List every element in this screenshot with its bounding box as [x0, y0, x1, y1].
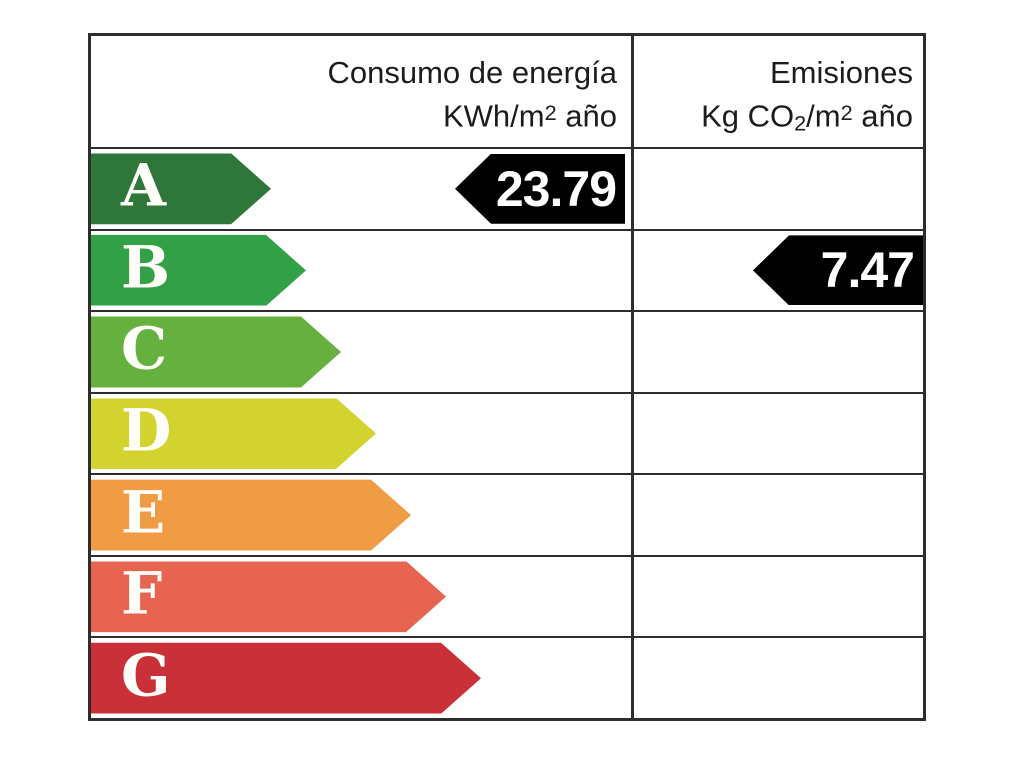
header-emissions-title: Emisiones: [770, 55, 913, 90]
header-emissions-unit: Kg CO2/m2 año: [634, 93, 913, 143]
rating-letter: C: [121, 314, 168, 383]
rating-row-B: B 7.47: [91, 228, 923, 311]
rating-arrow-G: G: [91, 643, 481, 714]
rating-arrow-D: D: [91, 398, 376, 469]
rating-row-C: C: [91, 310, 923, 392]
emissions-value: 7.47: [820, 242, 915, 299]
header-consumption-unit-rest: año: [556, 98, 617, 134]
rating-row-E: E: [91, 473, 923, 555]
rating-arrow-B: B: [91, 235, 306, 306]
rating-arrow-A: A: [91, 153, 271, 224]
rating-arrow-F: F: [91, 561, 446, 632]
rating-letter: F: [121, 559, 163, 628]
rating-arrow-C: C: [91, 316, 341, 387]
header-consumption-unit-sup: 2: [544, 100, 557, 125]
rating-arrow-E: E: [91, 480, 411, 551]
header-emissions-unit-pre: Kg CO: [701, 98, 795, 134]
rating-row-D: D: [91, 391, 923, 474]
rating-row-G: G: [91, 636, 923, 718]
header-emissions-unit-rest: año: [852, 98, 913, 134]
header-emissions-unit-sub: 2: [794, 110, 807, 136]
table-header-row: Consumo de energía KWh/m2 año Emisiones …: [91, 36, 923, 149]
emissions-value-arrow: 7.47: [753, 235, 923, 306]
consumption-value: 23.79: [495, 160, 617, 217]
energy-rating-table: Consumo de energía KWh/m2 año Emisiones …: [88, 33, 926, 721]
consumption-value-arrow: 23.79: [455, 153, 625, 224]
rating-letter: B: [121, 233, 171, 302]
header-emissions-unit-mid: /m: [806, 98, 841, 134]
header-consumption-unit: KWh/m2 año: [91, 93, 617, 137]
rating-letter: D: [121, 396, 172, 465]
rating-rows: A 23.79 B 7.47 C D E F G: [91, 149, 923, 718]
header-emissions: Emisiones Kg CO2/m2 año: [634, 36, 923, 147]
rating-row-F: F: [91, 554, 923, 637]
rating-letter: G: [121, 641, 171, 710]
rating-row-A: A 23.79: [91, 149, 923, 229]
column-divider: [631, 36, 634, 718]
header-consumption-unit-base: KWh/m: [442, 98, 545, 134]
rating-letter: E: [121, 478, 166, 547]
header-consumption: Consumo de energía KWh/m2 año: [91, 36, 634, 147]
header-consumption-title: Consumo de energía: [327, 55, 617, 90]
energy-rating-table-inner: Consumo de energía KWh/m2 año Emisiones …: [91, 36, 923, 718]
header-emissions-unit-sup: 2: [840, 100, 853, 125]
rating-letter: A: [121, 151, 167, 220]
